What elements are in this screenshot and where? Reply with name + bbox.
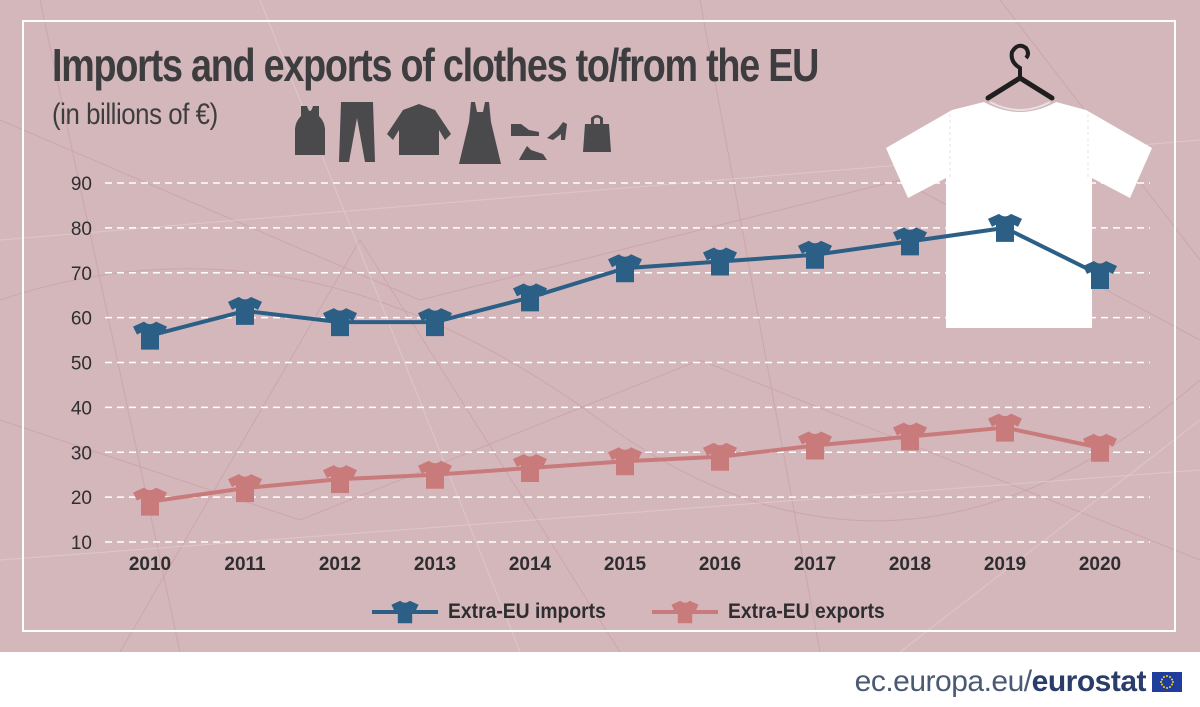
clothing-icons <box>295 102 611 164</box>
data-point-imports-2011[interactable] <box>228 296 262 325</box>
data-point-exports-2020[interactable] <box>1083 433 1117 462</box>
data-point-exports-2012[interactable] <box>323 465 357 494</box>
x-tick-label: 2014 <box>509 554 552 575</box>
y-tick-label: 50 <box>71 354 92 375</box>
y-tick-label: 40 <box>71 398 92 419</box>
data-point-exports-2011[interactable] <box>228 474 262 503</box>
legend-item-imports: Extra-EU imports <box>370 592 620 632</box>
data-point-imports-2012[interactable] <box>323 308 357 337</box>
x-tick-label: 2019 <box>984 554 1026 575</box>
footer: ec.europa.eu/ eurostat <box>855 662 1182 702</box>
y-tick-label: 90 <box>71 174 92 195</box>
legend-exports-label: Extra-EU exports <box>728 600 885 623</box>
x-tick-label: 2013 <box>414 554 456 575</box>
data-point-imports-2015[interactable] <box>608 254 642 283</box>
data-point-imports-2016[interactable] <box>703 247 737 276</box>
tank-top-icon <box>295 106 325 155</box>
sweater-icon <box>387 104 451 155</box>
legend-exports-marker <box>652 600 718 624</box>
legend-imports-marker <box>372 600 438 624</box>
data-point-imports-2014[interactable] <box>513 283 547 312</box>
legend-imports-label: Extra-EU imports <box>448 600 606 623</box>
chart-title: Imports and exports of clothes to/from t… <box>52 39 819 91</box>
shoes-icon <box>511 122 567 160</box>
footer-brand[interactable]: eurostat <box>1031 665 1147 698</box>
data-point-imports-2010[interactable] <box>133 321 167 350</box>
data-point-imports-2020[interactable] <box>1083 260 1117 289</box>
x-tick-label: 2012 <box>319 554 361 575</box>
data-point-exports-2014[interactable] <box>513 453 547 482</box>
data-point-exports-2018[interactable] <box>893 422 927 451</box>
data-point-exports-2015[interactable] <box>608 447 642 476</box>
x-tick-label: 2015 <box>604 554 647 575</box>
x-tick-label: 2017 <box>794 554 836 575</box>
data-point-exports-2010[interactable] <box>133 487 167 516</box>
line-chart: 10 20 30 40 50 60 70 80 90 2010 2011 2012 2013 2014 2… <box>71 174 1150 575</box>
y-tick-label: 80 <box>71 219 92 240</box>
x-tick-label: 2011 <box>224 554 266 575</box>
data-point-imports-2019[interactable] <box>988 213 1022 242</box>
x-tick-label: 2010 <box>129 554 171 575</box>
data-point-imports-2013[interactable] <box>418 308 452 337</box>
data-point-exports-2019[interactable] <box>988 413 1022 442</box>
footer-domain[interactable]: ec.europa.eu/ <box>854 665 1032 698</box>
y-tick-label: 60 <box>71 309 92 330</box>
data-point-exports-2013[interactable] <box>418 460 452 489</box>
y-tick-label: 10 <box>71 533 92 554</box>
y-tick-label: 20 <box>71 488 92 509</box>
eu-flag-icon <box>1152 672 1182 692</box>
x-tick-label: 2018 <box>889 554 931 575</box>
infographic-panel: Imports and exports of clothes to/from t… <box>0 0 1200 652</box>
data-point-imports-2017[interactable] <box>798 240 832 269</box>
y-tick-label: 70 <box>71 264 92 285</box>
data-point-exports-2016[interactable] <box>703 442 737 471</box>
y-tick-label: 30 <box>71 443 92 464</box>
hanger-shirt-icon <box>886 43 1152 328</box>
x-tick-label: 2020 <box>1079 554 1121 575</box>
chart-subtitle: (in billions of €) <box>52 98 218 131</box>
handbag-icon <box>583 115 611 152</box>
content-frame <box>22 20 1176 632</box>
trousers-icon <box>339 102 375 162</box>
x-tick-label: 2016 <box>699 554 741 575</box>
legend-item-exports: Extra-EU exports <box>650 592 898 632</box>
data-point-exports-2017[interactable] <box>798 431 832 460</box>
legend: Extra-EU imports Extra-EU exports <box>370 592 930 632</box>
data-point-imports-2018[interactable] <box>893 227 927 256</box>
dress-icon <box>459 102 501 164</box>
